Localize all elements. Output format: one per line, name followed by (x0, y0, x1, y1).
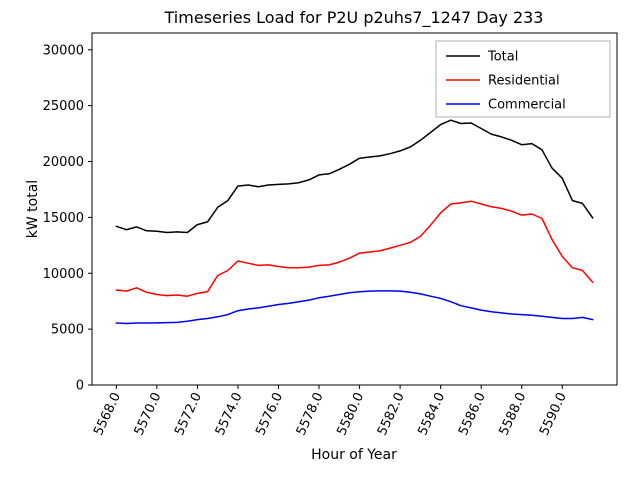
x-tick-label: 5572.0 (172, 390, 205, 438)
x-tick-label: 5590.0 (537, 390, 570, 438)
legend-label-commercial: Commercial (488, 98, 566, 113)
series-total-line (115, 119, 594, 234)
x-tick-label: 5588.0 (497, 390, 530, 438)
x-tick-label: 5570.0 (132, 390, 165, 438)
x-tick-label: 5574.0 (213, 390, 246, 438)
x-tick-label: 5578.0 (294, 390, 327, 438)
y-tick-label: 25000 (43, 99, 84, 114)
y-axis-label: kW total (25, 180, 41, 238)
y-tick-label: 30000 (43, 43, 84, 58)
series-commercial-line (115, 290, 594, 325)
x-tick-label: 5568.0 (91, 390, 124, 438)
legend-label-total: Total (487, 50, 518, 65)
x-tick-label: 5582.0 (375, 390, 408, 438)
y-tick-label: 10000 (43, 267, 84, 282)
x-tick-label: 5580.0 (334, 390, 367, 438)
legend-label-residential: Residential (488, 74, 560, 89)
y-tick-label: 20000 (43, 155, 84, 170)
y-tick-label: 15000 (43, 211, 84, 226)
x-tick-label: 5586.0 (456, 390, 489, 438)
chart-title: Timeseries Load for P2U p2uhs7_1247 Day … (164, 8, 544, 28)
plot-area: 5568.0 5570.0 5572.0 5574.0 5576.0 5578.0 5580… (43, 32, 618, 438)
x-axis-label: Hour of Year (311, 447, 397, 463)
y-tick-label: 5000 (51, 323, 84, 338)
x-tick-label: 5584.0 (415, 390, 448, 438)
x-tick-label: 5576.0 (253, 390, 286, 438)
y-tick-label: 0 (76, 379, 84, 394)
series-residential-line (115, 200, 594, 297)
axes-frame (91, 32, 618, 386)
